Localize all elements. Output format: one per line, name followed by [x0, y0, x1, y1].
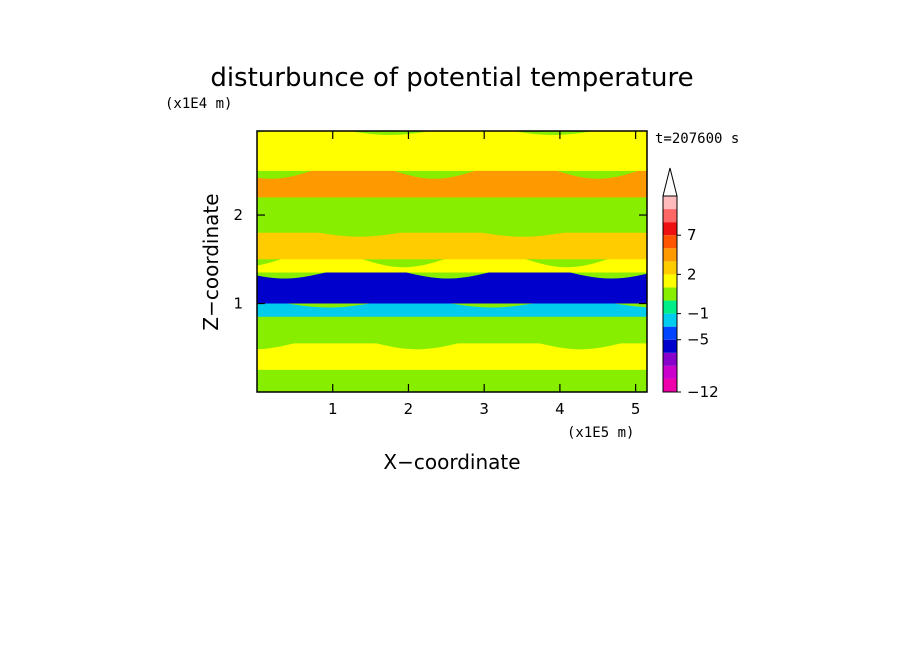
field-band: [257, 308, 647, 344]
colorbar-segment: [663, 326, 677, 340]
field-band: [257, 131, 647, 171]
colorbar-segment: [663, 352, 677, 366]
colorbar-label: −1: [687, 305, 709, 323]
colorbar-segment: [663, 313, 677, 327]
time-label: t=207600 s: [655, 131, 739, 147]
field-band: [257, 365, 647, 392]
x-axis-label: X−coordinate: [383, 450, 520, 474]
colorbar-label: 7: [687, 226, 697, 244]
chart-title: disturbunce of potential temperature: [210, 63, 693, 93]
field-band: [257, 299, 647, 317]
colorbar-segment: [663, 300, 677, 314]
colorbar-segment: [663, 274, 677, 288]
colorbar-segment: [663, 287, 677, 301]
colorbar-extend-arrow: [662, 167, 678, 197]
plot-area: [257, 131, 647, 392]
field-band: [257, 337, 647, 370]
colorbar-segment: [663, 248, 677, 262]
x-tick-label: 3: [479, 400, 489, 418]
y-axis: 12: [233, 206, 647, 313]
colorbar-segment: [663, 261, 677, 275]
colorbar: −12−5−127: [662, 167, 719, 401]
y-unit-label: (x1E4 m): [165, 96, 232, 112]
x-tick-label: 5: [631, 400, 641, 418]
field-band: [257, 191, 647, 233]
colorbar-segment: [663, 235, 677, 249]
y-tick-label: 1: [233, 295, 243, 313]
colorbar-segment: [663, 209, 677, 223]
plot-frame: [256, 130, 648, 393]
colorbar-segment: [663, 339, 677, 353]
field-band: [257, 162, 647, 198]
x-tick-label: 4: [555, 400, 565, 418]
field-band: [257, 266, 647, 304]
x-unit-label: (x1E5 m): [567, 425, 634, 441]
y-axis-label: Z−coordinate: [199, 193, 223, 330]
field-band: [257, 228, 647, 260]
x-axis: 1 2 3 4 5: [328, 131, 640, 418]
field-band: [257, 251, 647, 273]
x-tick-label: 1: [328, 400, 338, 418]
colorbar-label: −12: [687, 383, 719, 401]
colorbar-label: −5: [687, 331, 709, 349]
y-tick-label: 2: [233, 206, 243, 224]
colorbar-label: 2: [687, 265, 697, 283]
colorbar-segment: [663, 196, 677, 210]
colorbar-segment: [663, 222, 677, 236]
colorbar-segment: [663, 378, 677, 392]
colorbar-segment: [663, 365, 677, 379]
x-tick-label: 2: [404, 400, 414, 418]
